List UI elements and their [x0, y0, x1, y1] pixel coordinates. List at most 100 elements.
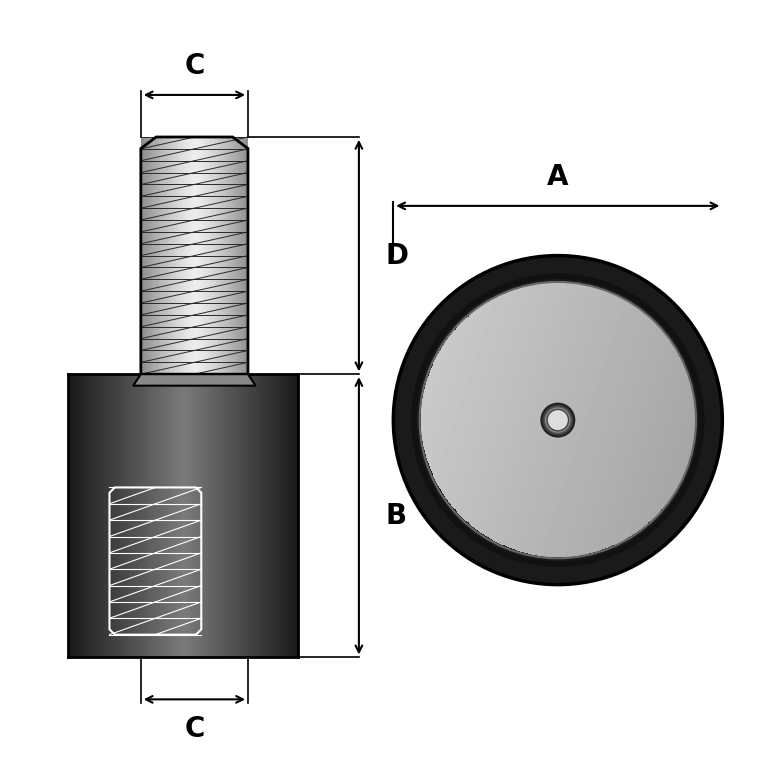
Polygon shape: [82, 374, 83, 657]
Polygon shape: [230, 137, 232, 374]
Polygon shape: [225, 374, 227, 657]
Polygon shape: [213, 374, 216, 657]
Polygon shape: [242, 374, 244, 657]
Polygon shape: [192, 137, 195, 374]
Polygon shape: [279, 374, 280, 657]
Polygon shape: [70, 374, 72, 657]
Polygon shape: [209, 137, 210, 374]
Polygon shape: [182, 137, 184, 374]
Polygon shape: [202, 374, 204, 657]
Polygon shape: [227, 137, 228, 374]
Polygon shape: [223, 137, 225, 374]
Polygon shape: [177, 137, 178, 374]
Polygon shape: [93, 374, 95, 657]
Polygon shape: [241, 137, 242, 374]
Polygon shape: [220, 137, 221, 374]
Polygon shape: [228, 137, 230, 374]
Polygon shape: [104, 374, 107, 657]
Polygon shape: [187, 137, 189, 374]
Polygon shape: [282, 374, 284, 657]
Polygon shape: [180, 137, 182, 374]
Polygon shape: [103, 374, 104, 657]
Polygon shape: [238, 137, 239, 374]
Polygon shape: [167, 137, 169, 374]
Polygon shape: [185, 374, 187, 657]
Polygon shape: [128, 374, 129, 657]
Polygon shape: [167, 374, 170, 657]
Polygon shape: [72, 374, 74, 657]
Polygon shape: [227, 374, 229, 657]
Polygon shape: [246, 374, 248, 657]
Polygon shape: [254, 374, 256, 657]
Polygon shape: [196, 137, 198, 374]
Polygon shape: [178, 137, 180, 374]
Polygon shape: [187, 374, 189, 657]
Polygon shape: [86, 374, 87, 657]
Polygon shape: [248, 374, 250, 657]
Polygon shape: [206, 374, 208, 657]
Polygon shape: [214, 137, 216, 374]
Polygon shape: [118, 374, 120, 657]
Polygon shape: [146, 137, 148, 374]
Polygon shape: [294, 374, 296, 657]
Polygon shape: [99, 374, 100, 657]
Polygon shape: [133, 374, 135, 657]
Polygon shape: [97, 374, 99, 657]
Polygon shape: [235, 137, 238, 374]
Polygon shape: [160, 374, 162, 657]
Polygon shape: [107, 374, 108, 657]
Polygon shape: [244, 374, 246, 657]
Polygon shape: [242, 137, 245, 374]
Polygon shape: [169, 137, 171, 374]
Polygon shape: [149, 374, 150, 657]
Polygon shape: [162, 374, 164, 657]
Polygon shape: [116, 374, 118, 657]
Polygon shape: [196, 374, 198, 657]
Polygon shape: [208, 374, 210, 657]
Polygon shape: [76, 374, 78, 657]
Polygon shape: [205, 137, 207, 374]
Polygon shape: [263, 374, 265, 657]
Polygon shape: [185, 137, 187, 374]
Polygon shape: [114, 374, 116, 657]
Polygon shape: [198, 374, 200, 657]
Polygon shape: [181, 374, 183, 657]
Polygon shape: [277, 374, 279, 657]
Polygon shape: [217, 137, 220, 374]
Polygon shape: [250, 374, 252, 657]
Polygon shape: [78, 374, 79, 657]
Polygon shape: [156, 374, 158, 657]
Polygon shape: [240, 374, 242, 657]
Polygon shape: [200, 374, 202, 657]
Polygon shape: [120, 374, 122, 657]
Polygon shape: [267, 374, 269, 657]
Polygon shape: [237, 374, 238, 657]
Polygon shape: [83, 374, 86, 657]
Polygon shape: [166, 374, 167, 657]
Polygon shape: [234, 137, 235, 374]
Polygon shape: [245, 137, 246, 374]
Polygon shape: [239, 137, 241, 374]
Circle shape: [547, 410, 569, 431]
Polygon shape: [229, 374, 231, 657]
Text: D: D: [386, 241, 409, 270]
Polygon shape: [133, 374, 256, 386]
Polygon shape: [150, 137, 152, 374]
Polygon shape: [258, 374, 259, 657]
Polygon shape: [135, 374, 137, 657]
Polygon shape: [195, 374, 196, 657]
Polygon shape: [183, 374, 185, 657]
Polygon shape: [155, 137, 157, 374]
Polygon shape: [232, 137, 234, 374]
Polygon shape: [145, 374, 146, 657]
Polygon shape: [296, 374, 298, 657]
Text: B: B: [386, 502, 407, 530]
Polygon shape: [132, 374, 133, 657]
Polygon shape: [286, 374, 288, 657]
Circle shape: [545, 407, 571, 433]
Polygon shape: [199, 137, 202, 374]
Polygon shape: [154, 374, 156, 657]
Polygon shape: [288, 374, 290, 657]
Polygon shape: [246, 137, 248, 374]
Text: C: C: [184, 51, 205, 79]
